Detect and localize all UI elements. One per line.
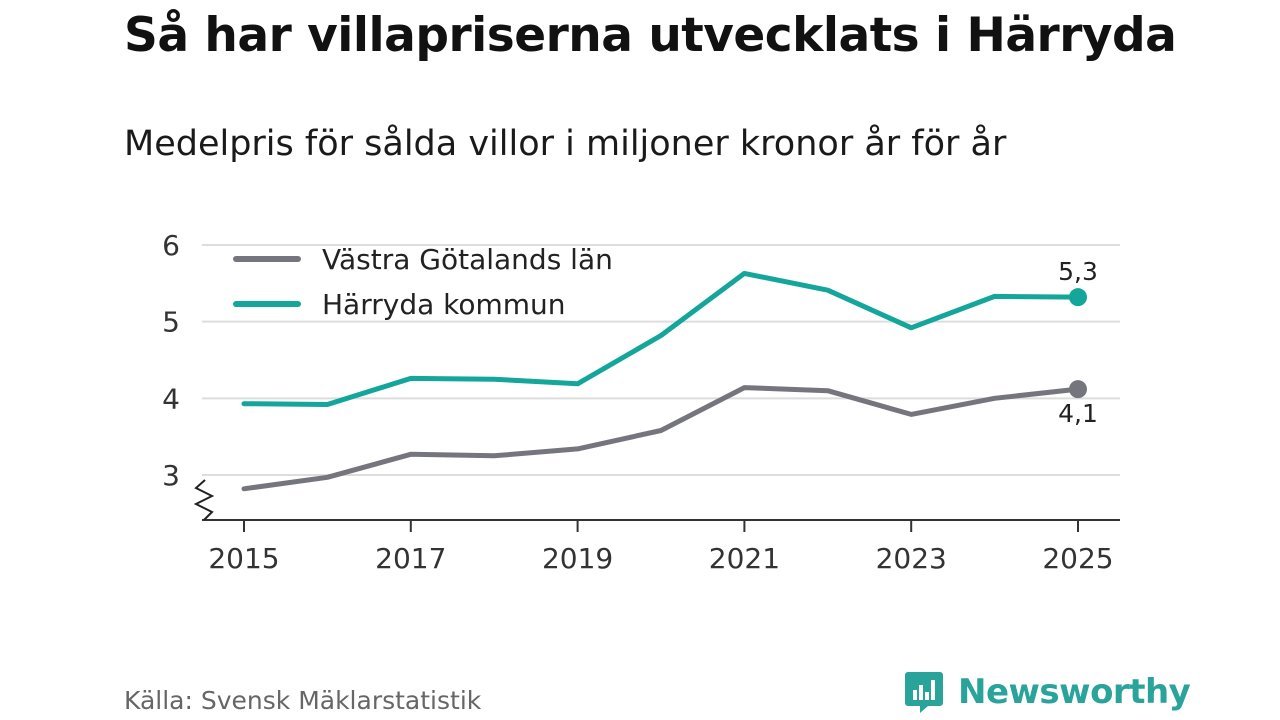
x-tick-label: 2025 (1042, 542, 1113, 575)
chart-title: Så har villapriserna utvecklats i Härryd… (124, 8, 1177, 63)
grid-lines (202, 244, 1120, 476)
brand: Newsworthy (904, 670, 1191, 714)
series-group (241, 270, 1087, 492)
legend: Västra Götalands län Härryda kommun (233, 243, 613, 321)
x-axis-ticks: 2015 2017 2019 2021 2023 2025 (208, 520, 1114, 575)
y-axis-ticks: 3 4 5 6 (162, 229, 180, 492)
newsworthy-logo-icon (905, 672, 943, 713)
x-tick-label: 2021 (709, 542, 780, 575)
end-value-label: 5,3 (1058, 257, 1098, 286)
x-tick-label: 2015 (208, 542, 279, 575)
x-tick-label: 2017 (375, 542, 446, 575)
chart-subtitle: Medelpris för sålda villor i miljoner kr… (124, 124, 1007, 164)
series-end-point (1069, 288, 1087, 307)
x-tick-label: 2019 (542, 542, 613, 575)
series-end-point (1069, 380, 1087, 399)
y-tick-label: 3 (162, 459, 180, 492)
end-labels: 4,1 5,3 (1058, 257, 1098, 428)
legend-label: Västra Götalands län (322, 243, 613, 276)
x-tick-label: 2023 (876, 542, 947, 575)
brand-name: Newsworthy (958, 672, 1191, 712)
end-value-label: 4,1 (1058, 399, 1098, 428)
axis-break-icon (193, 479, 215, 521)
series-line-1 (241, 270, 1081, 407)
source-note: Källa: Svensk Mäklarstatistik (124, 686, 482, 715)
y-tick-label: 5 (162, 306, 180, 339)
y-tick-label: 6 (162, 229, 180, 262)
series-line-0 (241, 385, 1081, 492)
x-axis (193, 479, 1120, 521)
legend-label: Härryda kommun (322, 288, 566, 321)
y-tick-label: 4 (162, 382, 180, 415)
